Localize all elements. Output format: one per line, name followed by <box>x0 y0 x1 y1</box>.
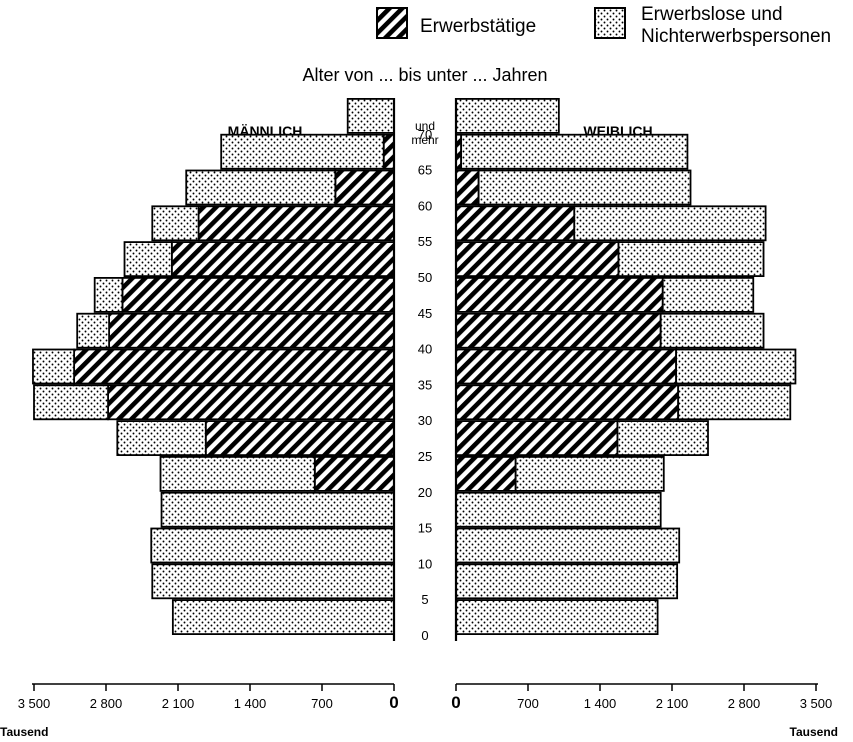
bar-female-employed-40 <box>455 312 662 349</box>
bar-male-other-0 <box>171 599 395 635</box>
age-label-20: 20 <box>418 485 432 500</box>
legend-label-employed: Erwerbstätige <box>420 16 536 37</box>
bar-female-employed-60 <box>455 169 480 206</box>
bar-male-other-25 <box>116 420 207 457</box>
bar-male-other-10 <box>150 527 395 564</box>
legend-label-other-line2: Nichterwerbspersonen <box>641 26 831 47</box>
age-label-50: 50 <box>418 270 432 285</box>
bar-female-other-20 <box>514 455 665 492</box>
x-tick-label-female-3500: 3 500 <box>800 696 833 711</box>
bar-female-other-10 <box>455 527 681 564</box>
bar-male-other-20 <box>159 455 316 492</box>
age-label-45: 45 <box>418 306 432 321</box>
bar-male-other-45 <box>93 276 124 313</box>
bar-female-other-55 <box>573 205 767 242</box>
age-label-65: 65 <box>418 163 432 178</box>
bar-female-other-70 <box>455 98 560 134</box>
bar-male-employed-65 <box>382 133 395 170</box>
bar-male-other-60 <box>185 169 337 206</box>
bar-male-other-65 <box>220 133 385 170</box>
bar-female-employed-55 <box>455 205 576 242</box>
legend-swatch-other <box>594 7 626 39</box>
bar-female-other-35 <box>675 348 797 385</box>
age-label-top-line1: und <box>415 119 435 133</box>
age-label-70: 70 <box>418 127 432 142</box>
legend-swatch-employed <box>376 7 408 39</box>
legend: Erwerbstätige Erwerbslose und Nichterwer… <box>376 4 831 47</box>
bar-male-employed-35 <box>73 348 395 385</box>
age-label-15: 15 <box>418 521 432 536</box>
bar-female-other-0 <box>455 599 659 635</box>
bar-female-employed-25 <box>455 420 619 457</box>
axes-layer: 3 500 3 500 2 800 2 800 2 100 2 100 1 400 1 400… <box>18 98 833 712</box>
x-tick-label-female-2800: 2 800 <box>728 696 761 711</box>
x-tick-label-male-700: 700 <box>311 696 333 711</box>
age-label-25: 25 <box>418 449 432 464</box>
bar-female-other-15 <box>455 491 662 528</box>
age-label-35: 35 <box>418 377 432 392</box>
bar-male-other-35 <box>32 348 76 385</box>
bars-layer <box>32 98 797 635</box>
bar-female-employed-50 <box>455 241 620 278</box>
x-tick-label-male-3500: 3 500 <box>18 696 51 711</box>
bar-male-employed-40 <box>108 312 395 349</box>
bar-female-other-5 <box>455 563 679 600</box>
age-label-top-line2: mehr <box>411 133 438 147</box>
legend-label-other-line1: Erwerbslose und <box>641 4 783 25</box>
bar-male-other-5 <box>151 563 395 600</box>
x-tick-label-male-0: 0 <box>389 693 398 712</box>
bar-male-employed-60 <box>334 169 395 206</box>
bar-female-other-50 <box>617 241 765 278</box>
x-tick-label-female-0: 0 <box>451 693 460 712</box>
bar-male-employed-50 <box>170 241 395 278</box>
bar-male-employed-20 <box>313 455 395 492</box>
bar-female-other-60 <box>477 169 692 206</box>
age-label-55: 55 <box>418 234 432 249</box>
bar-male-employed-25 <box>204 420 395 457</box>
bar-male-employed-45 <box>121 276 395 313</box>
x-tick-label-female-1400: 1 400 <box>584 696 617 711</box>
bar-male-other-50 <box>123 241 173 278</box>
bar-female-employed-20 <box>455 455 517 492</box>
unit-label-left: Tausend <box>0 725 48 739</box>
chart-title: Alter von ... bis unter ... Jahren <box>302 65 547 85</box>
bar-male-other-30 <box>33 384 109 421</box>
bar-female-other-65 <box>460 133 689 170</box>
age-label-60: 60 <box>418 198 432 213</box>
age-labels-layer: 0 5 10 15 20 25 30 35 40 45 50 55 60 65 70 <box>418 127 432 643</box>
bar-female-employed-35 <box>455 348 678 385</box>
bar-female-other-30 <box>677 384 792 421</box>
age-label-30: 30 <box>418 413 432 428</box>
x-tick-label-male-2100: 2 100 <box>162 696 195 711</box>
age-label-40: 40 <box>418 342 432 357</box>
bar-male-other-70 <box>346 98 395 134</box>
bar-female-employed-45 <box>455 276 664 313</box>
bar-female-other-45 <box>661 276 755 313</box>
x-tick-label-female-700: 700 <box>517 696 539 711</box>
bar-male-other-55 <box>151 205 200 242</box>
age-label-5: 5 <box>421 592 428 607</box>
bar-male-employed-30 <box>107 384 395 421</box>
bar-female-other-40 <box>659 312 765 349</box>
age-label-10: 10 <box>418 556 432 571</box>
bar-male-other-40 <box>76 312 110 349</box>
bar-female-other-25 <box>616 420 709 457</box>
unit-label-right: Tausend <box>790 725 838 739</box>
x-tick-label-male-2800: 2 800 <box>90 696 123 711</box>
bar-male-other-15 <box>160 491 395 528</box>
age-label-0: 0 <box>421 628 428 643</box>
bar-female-employed-30 <box>455 384 680 421</box>
x-tick-label-male-1400: 1 400 <box>234 696 267 711</box>
x-tick-label-female-2100: 2 100 <box>656 696 689 711</box>
bar-male-employed-55 <box>197 205 395 242</box>
